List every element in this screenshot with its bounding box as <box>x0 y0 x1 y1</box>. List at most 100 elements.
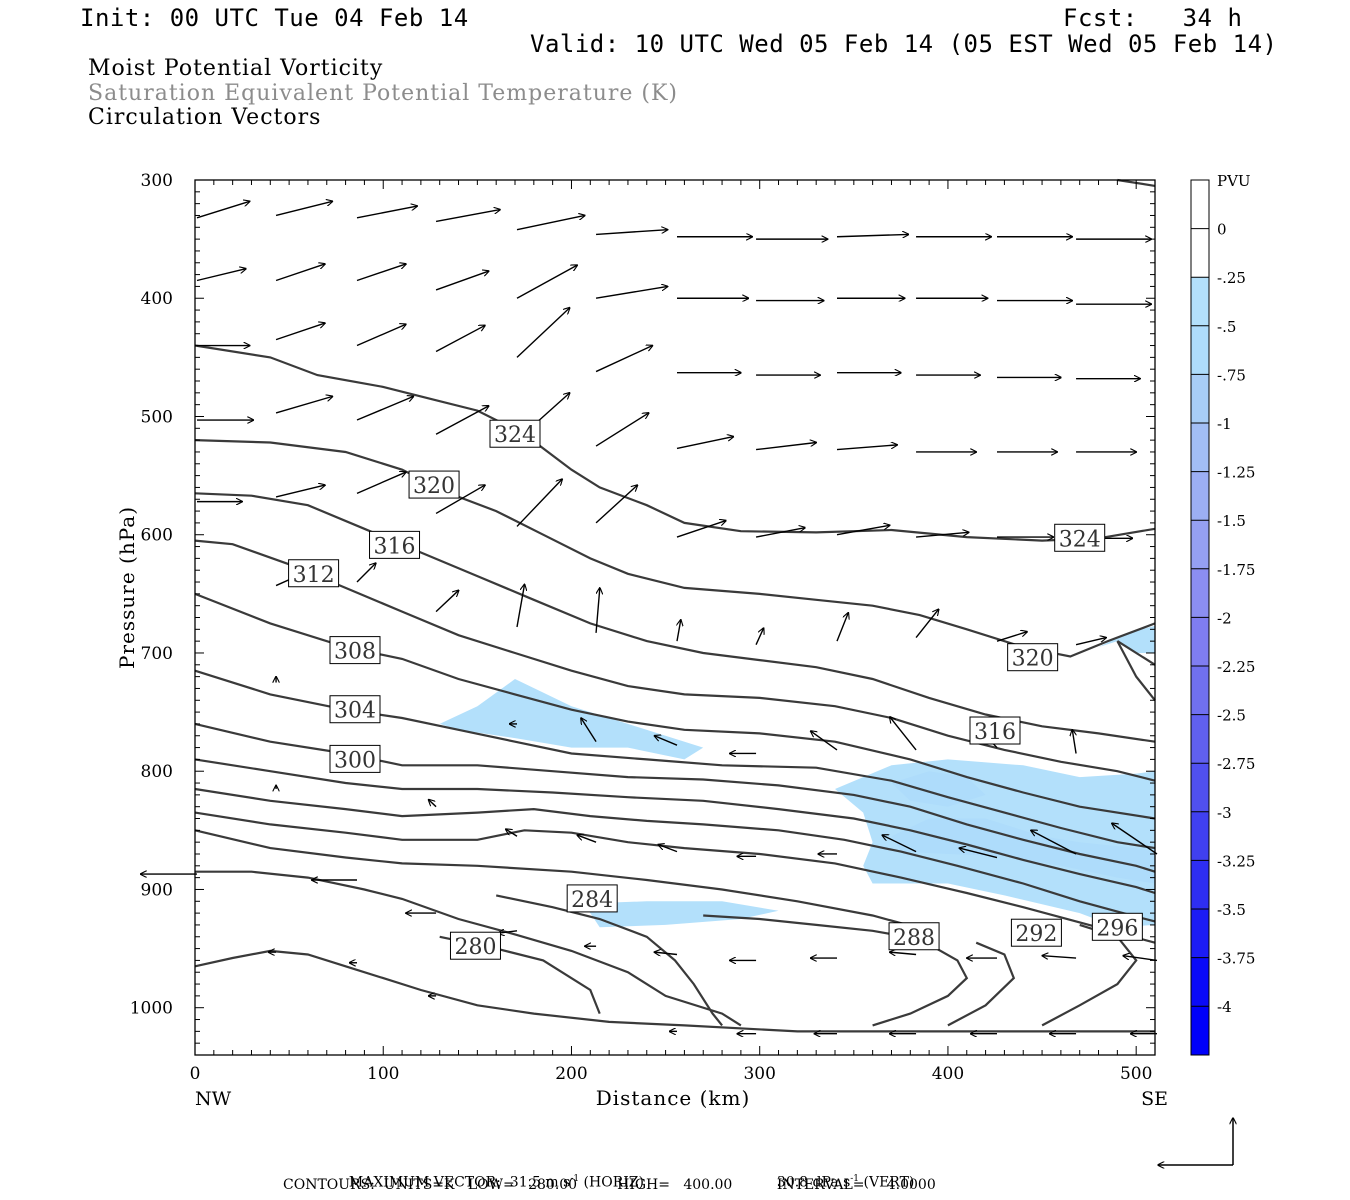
forecast-hour: Fcst: 34 h <box>1063 4 1243 32</box>
title-vectors: Circulation Vectors <box>88 105 322 130</box>
contour-label-280: 280 <box>449 931 501 960</box>
contour-label-box <box>489 419 541 448</box>
valid-time: Valid: 10 UTC Wed 05 Feb 14 (05 EST Wed … <box>530 30 1278 58</box>
contour-label-284: 284 <box>566 884 618 913</box>
circulation-vector <box>577 835 597 843</box>
circulation-vector <box>882 835 917 853</box>
circulation-vector <box>516 479 562 527</box>
circulation-vector <box>1112 823 1158 855</box>
colorbar-swatch <box>1191 471 1209 521</box>
circulation-vector <box>498 931 518 933</box>
contour-label-text: 280 <box>454 935 496 960</box>
theta-es-contour-23 <box>1116 640 1156 701</box>
circulation-vector <box>677 620 681 642</box>
contour-label-text: 288 <box>893 926 935 951</box>
circulation-vector <box>654 952 678 954</box>
theta-es-contour-11 <box>194 787 1156 923</box>
circulation-vector <box>811 731 838 751</box>
circulation-vector <box>676 521 726 538</box>
colorbar-swatch <box>1191 909 1209 958</box>
contour-label-text: 324 <box>1059 527 1101 552</box>
circulation-vector <box>836 445 897 451</box>
colorbar-tick-label: -.75 <box>1217 366 1246 384</box>
contour-label-text: 308 <box>334 640 376 665</box>
circulation-vector <box>836 525 890 536</box>
contours-info: CONTOURS: UNITS=K LOW= 280.00 HIGH= 400.… <box>283 1177 936 1193</box>
x-axis-label: Distance (km) <box>596 1086 751 1110</box>
circulation-vector <box>275 201 332 217</box>
contour-label-text: 312 <box>293 563 335 588</box>
y-tick-label: 1000 <box>130 999 173 1019</box>
colorbar-tick-label: -1.25 <box>1217 464 1255 482</box>
contour-label-text: 320 <box>413 474 455 499</box>
contour-label-320: 320 <box>1007 643 1059 672</box>
colorbar-tick-label: -1.75 <box>1217 561 1255 579</box>
circulation-vector <box>275 264 325 282</box>
contour-label-box <box>329 744 381 773</box>
circulation-vector <box>516 584 525 628</box>
contour-label-box <box>408 470 460 499</box>
x-tick-label: 100 <box>367 1064 399 1084</box>
circulation-vector <box>595 485 637 524</box>
circulation-vector <box>196 269 246 282</box>
circulation-vector <box>356 396 413 421</box>
circulation-vector <box>581 718 597 743</box>
contour-label-text: 304 <box>334 699 376 724</box>
circulation-vector <box>435 210 500 223</box>
colorbar-tick-label: -1.5 <box>1217 512 1246 530</box>
y-tick-label: 800 <box>141 762 173 782</box>
colorbar-swatch <box>1191 617 1209 666</box>
colorbar-tick-label: -3.25 <box>1217 852 1255 870</box>
x-tick-label: 400 <box>932 1064 964 1084</box>
circulation-vector <box>676 437 733 450</box>
circulation-vector <box>658 845 678 853</box>
contour-label-box <box>566 884 618 913</box>
x-tick-label: 200 <box>555 1064 587 1084</box>
colorbar-swatch <box>1191 423 1209 472</box>
contour-label-text: 324 <box>494 423 536 448</box>
circulation-vector <box>755 528 805 538</box>
circulation-vector <box>959 848 998 859</box>
colorbar-swatch <box>1191 811 1209 861</box>
contour-label-304: 304 <box>329 695 381 724</box>
contour-label-text: 292 <box>1015 922 1057 947</box>
circulation-vector <box>516 215 585 231</box>
contour-label-text: 316 <box>374 534 416 559</box>
circulation-vector <box>435 406 489 435</box>
reference-vector <box>1158 1118 1233 1165</box>
colorbar-tick-label: -.5 <box>1217 318 1236 336</box>
circulation-vector <box>356 324 406 347</box>
colorbar-swatch <box>1191 228 1209 278</box>
pv-region-4 <box>891 818 1155 884</box>
y-tick-label: 300 <box>141 171 173 191</box>
pv-region-5 <box>1098 625 1155 653</box>
contour-label-box <box>329 695 381 724</box>
y-tick-label: 500 <box>141 407 173 427</box>
colorbar-swatch <box>1191 666 1209 715</box>
colorbar-swatch <box>1191 1006 1209 1055</box>
circulation-vector <box>1075 638 1106 646</box>
colorbar-swatch <box>1191 520 1209 569</box>
colorbar-tick-label: -3.5 <box>1217 901 1246 919</box>
theta-es-contour-15 <box>195 870 742 1027</box>
theta-es-contour-10 <box>194 758 1156 895</box>
circulation-vector <box>595 346 652 373</box>
circulation-vector <box>595 588 600 633</box>
contour-label-text: 320 <box>1012 647 1054 672</box>
contour-label-box <box>288 559 340 588</box>
circulation-vector <box>890 717 917 751</box>
theta-es-contour-0 <box>194 344 1156 542</box>
circulation-vector <box>1123 956 1158 962</box>
contour-label-320: 320 <box>408 470 460 499</box>
y-tick-label: 600 <box>141 526 173 546</box>
colorbar-swatch <box>1191 277 1209 326</box>
circulation-vector <box>435 325 485 353</box>
circulation-vector <box>435 590 459 613</box>
contour-label-text: 300 <box>334 748 376 773</box>
circulation-vector <box>915 609 939 639</box>
max-vector-text: MAXIMUM VECTOR: 31.5 m s-1 (HORIZ) <box>348 1174 644 1191</box>
x-end-label-nw: NW <box>195 1088 232 1110</box>
circulation-vector <box>196 201 250 219</box>
circulation-vector <box>435 485 485 515</box>
